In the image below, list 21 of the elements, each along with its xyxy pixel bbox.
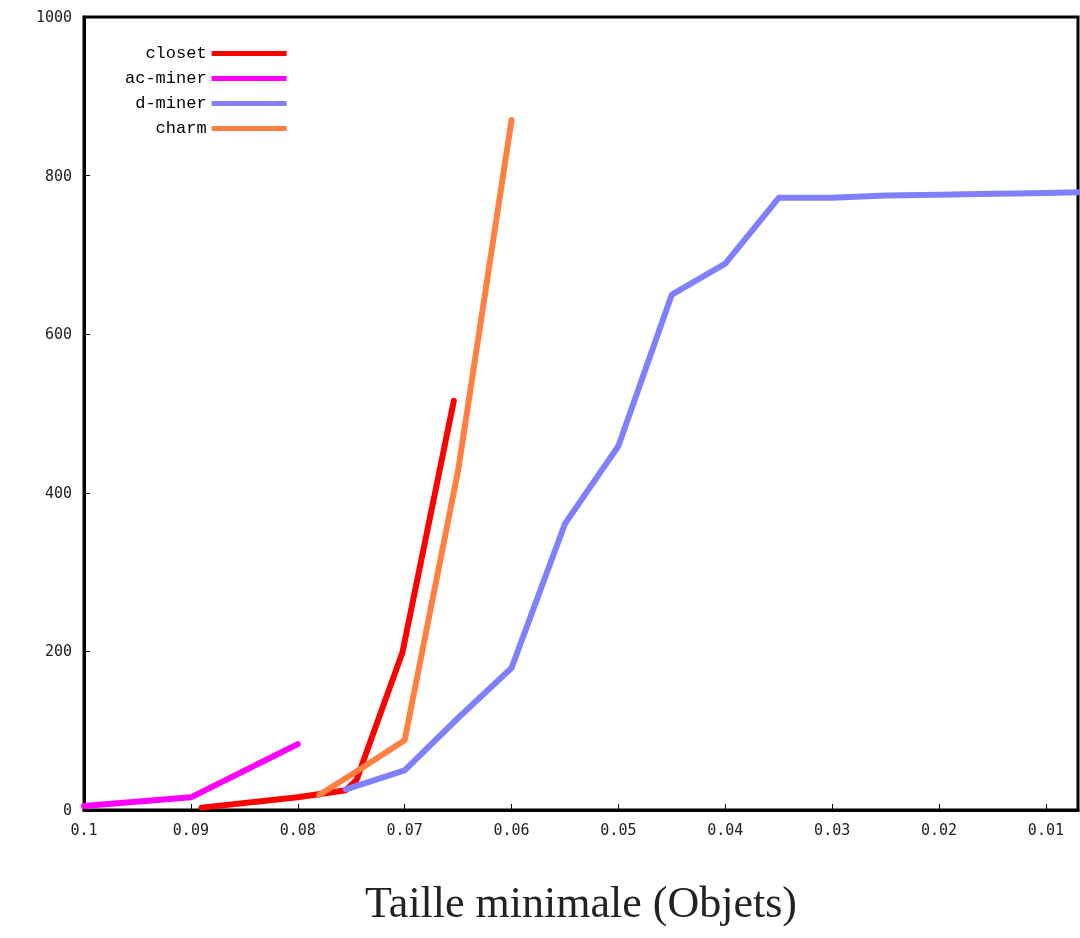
y-tick-label: 0 — [62, 801, 72, 819]
y-tick-label: 600 — [44, 325, 72, 344]
y-tick-label: 1000 — [35, 8, 72, 26]
x-tick-label: 0.1 — [70, 820, 98, 839]
y-tick-label: 200 — [44, 642, 72, 661]
x-tick-label: 0.08 — [279, 820, 316, 839]
x-tick-label: 0.06 — [493, 820, 530, 839]
y-tick-label: 400 — [44, 483, 72, 502]
y-tick-label: 800 — [44, 166, 72, 185]
x-tick-label: 0.07 — [386, 820, 423, 839]
x-tick-label: 0.03 — [814, 820, 851, 839]
legend-label: ac-miner — [124, 69, 207, 88]
x-tick-label: 0.01 — [1027, 820, 1064, 839]
x-tick-label: 0.02 — [920, 820, 958, 839]
x-tick-label: 0.04 — [707, 820, 744, 839]
x-axis-title: Taille minimale (Objets) — [365, 877, 797, 927]
legend-label: closet — [145, 44, 207, 63]
legend-label: charm — [155, 119, 207, 138]
x-tick-label: 0.09 — [172, 820, 209, 839]
x-tick-label: 0.05 — [600, 820, 637, 839]
legend-label: d-miner — [135, 94, 207, 113]
